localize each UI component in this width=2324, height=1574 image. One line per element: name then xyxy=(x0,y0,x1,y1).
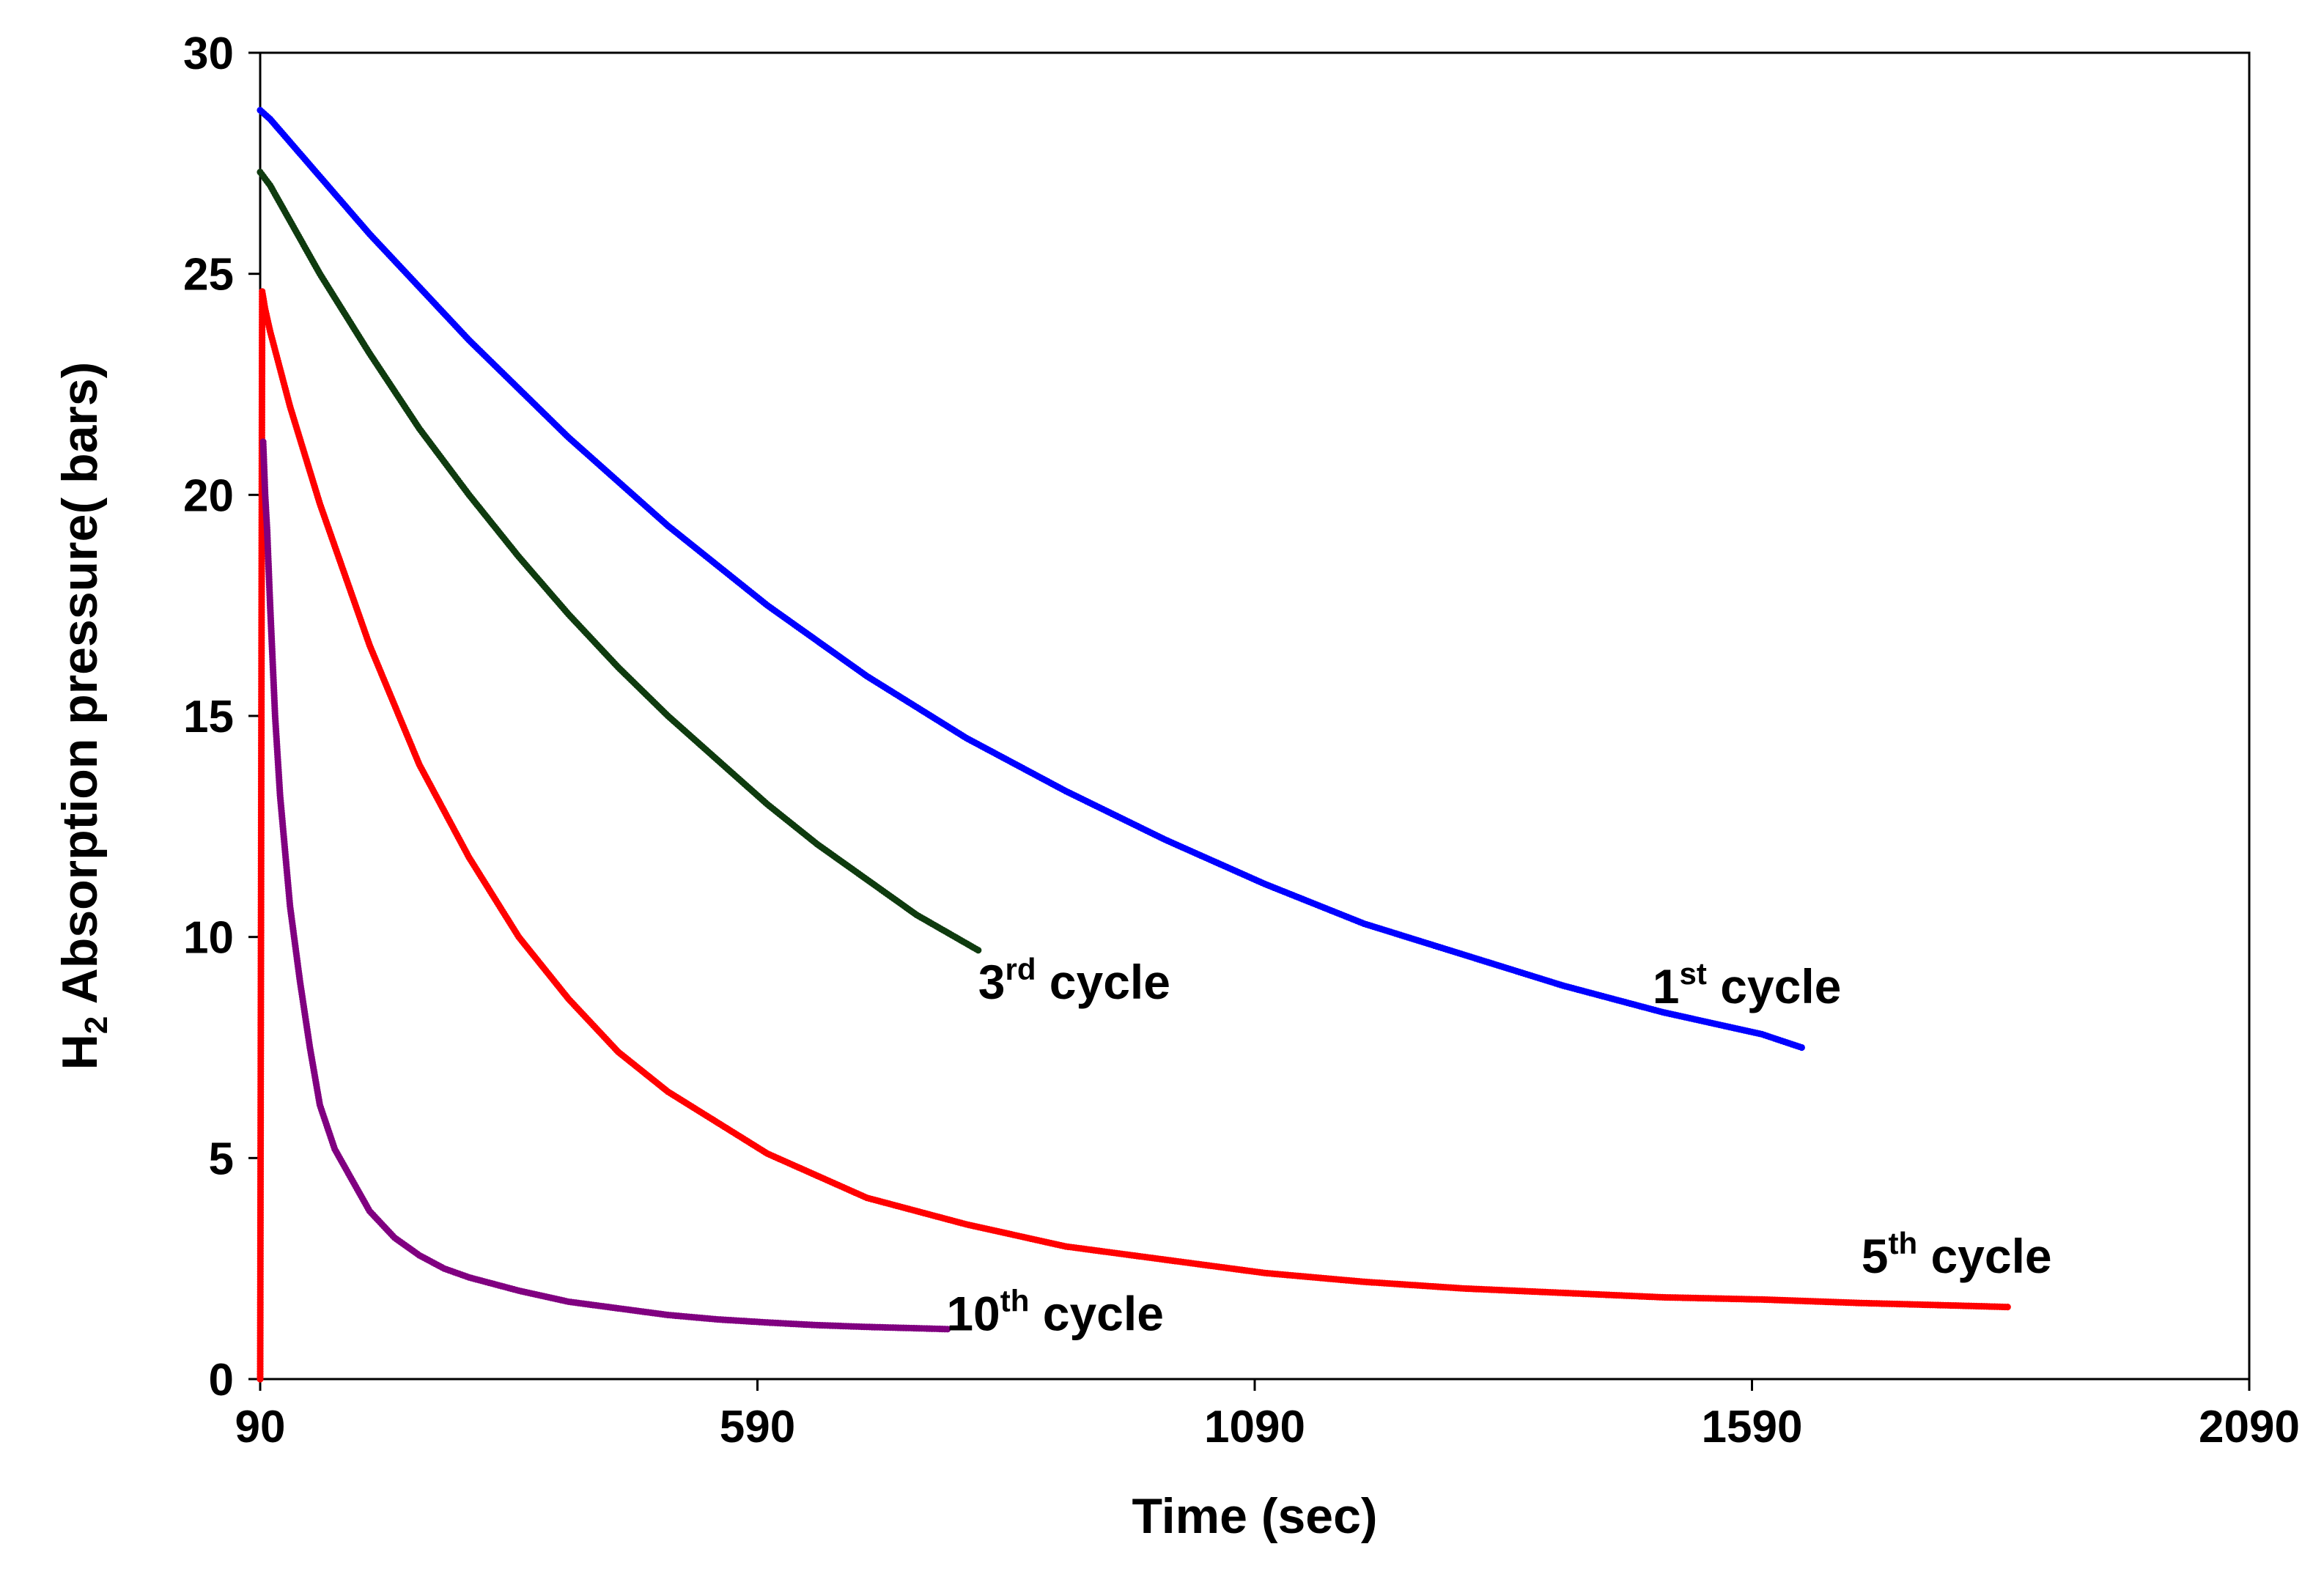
series-layer xyxy=(257,106,2011,1383)
annotation-layer: 1st cycle 3rd cycle 5th cycle 10th cycle xyxy=(946,952,2051,1341)
y-tick-label: 15 xyxy=(183,692,234,742)
y-axis-title: H2 Absorption pressure( bars) xyxy=(52,362,114,1071)
axis-ticks: 90 590 1090 1590 2090 0 5 10 15 20 25 30 xyxy=(183,29,2300,1452)
annotation-cycle10: 10th cycle xyxy=(946,1284,1164,1341)
data-point xyxy=(1798,1043,1805,1052)
data-point xyxy=(975,947,982,954)
x-tick-label: 590 xyxy=(720,1402,795,1452)
y-tick-label: 25 xyxy=(183,250,234,300)
y-tick-label: 20 xyxy=(183,470,234,521)
plot-area xyxy=(259,51,2251,1381)
x-tick-label: 1090 xyxy=(1204,1402,1305,1452)
x-axis-title: Time (sec) xyxy=(1132,1488,1377,1544)
data-point xyxy=(944,1326,951,1333)
series-cycle1 xyxy=(257,106,1805,1052)
series-cycle10 xyxy=(259,438,951,1333)
y-tick-label: 0 xyxy=(209,1355,234,1405)
annotation-cycle3: 3rd cycle xyxy=(978,952,1170,1009)
x-tick-label: 2090 xyxy=(2199,1402,2300,1452)
x-tick-label: 1590 xyxy=(1702,1402,1803,1452)
y-tick-label: 5 xyxy=(209,1134,234,1184)
y-tick-label: 10 xyxy=(183,913,234,964)
annotation-cycle1: 1st cycle xyxy=(1653,956,1842,1013)
series-cycle3 xyxy=(257,169,982,954)
annotation-cycle5: 5th cycle xyxy=(1862,1226,2052,1283)
data-point xyxy=(2004,1304,2011,1311)
series-cycle5 xyxy=(257,288,2011,1383)
x-tick-label: 90 xyxy=(235,1402,286,1452)
y-tick-label: 30 xyxy=(183,29,234,79)
